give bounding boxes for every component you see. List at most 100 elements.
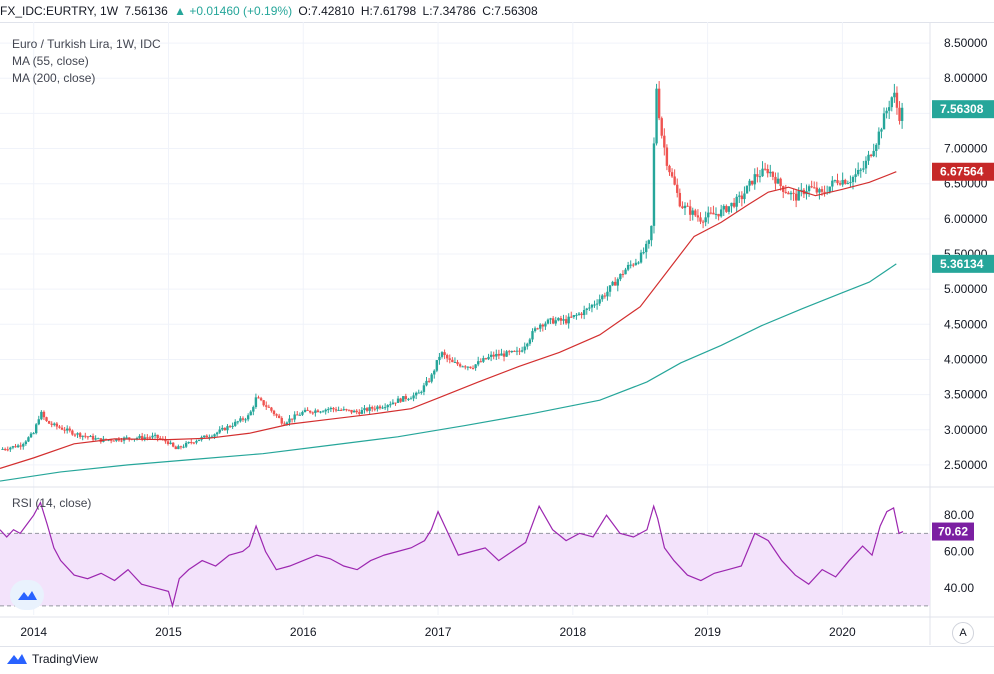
chart-area[interactable] <box>0 22 994 647</box>
candle-body <box>820 189 824 192</box>
candle-body <box>236 421 240 423</box>
candle-body <box>329 407 333 410</box>
candle-body <box>500 353 503 356</box>
candle-body <box>314 410 317 413</box>
auto-scale-button[interactable]: A <box>952 622 974 644</box>
candle-body <box>32 433 35 435</box>
candle-body <box>743 193 746 200</box>
candle-body <box>140 435 144 440</box>
candle-body <box>709 212 713 214</box>
candle-body <box>231 425 234 427</box>
legend-ma200[interactable]: MA (200, close) <box>12 71 96 85</box>
candle-body <box>272 410 276 415</box>
candle-body <box>456 361 459 365</box>
candle-body <box>244 419 247 421</box>
candle-body <box>841 179 844 185</box>
candle-body <box>84 435 87 437</box>
candle-body <box>774 176 777 184</box>
candle-body <box>779 178 782 187</box>
candle-body <box>342 409 345 411</box>
brand-label: TradingView <box>32 652 99 666</box>
last-price: 7.56136 <box>124 4 168 18</box>
legend-title[interactable]: Euro / Turkish Lira, 1W, IDC <box>12 37 161 51</box>
x-tick-label: 2014 <box>20 625 47 639</box>
candle-body <box>681 206 684 209</box>
high-value: H:7.61798 <box>360 4 417 18</box>
candle-body <box>332 407 335 410</box>
candle-body <box>619 273 622 280</box>
candle-body <box>213 434 216 437</box>
candle-body <box>378 406 382 409</box>
candle-body <box>40 411 43 420</box>
candle-body <box>169 442 172 444</box>
y-tick-label: 8.00000 <box>944 71 988 85</box>
candle-body <box>539 324 542 329</box>
candle-body <box>688 206 692 215</box>
x-tick-label: 2019 <box>694 625 721 639</box>
legend-ma55[interactable]: MA (55, close) <box>12 54 89 68</box>
candle-body <box>347 409 351 411</box>
candle-body <box>489 354 493 357</box>
candle-body <box>409 398 413 400</box>
candle-body <box>831 180 834 187</box>
candle-body <box>549 318 552 320</box>
candle-body <box>484 358 488 360</box>
candle-body <box>451 359 454 363</box>
y-tick-label: 2.50000 <box>944 458 988 472</box>
candle-body <box>753 174 756 185</box>
symbol-label[interactable]: FX_IDC:EURTRY, 1W <box>0 4 119 18</box>
candle-body <box>471 368 475 370</box>
candle-body <box>223 427 227 431</box>
candle-body <box>608 285 612 292</box>
candle-body <box>856 170 860 175</box>
tradingview-badge-icon[interactable] <box>10 580 44 610</box>
candle-body <box>722 205 725 210</box>
candle-body <box>686 205 689 207</box>
candle-body <box>833 180 837 182</box>
candle-body <box>34 424 38 434</box>
candle-body <box>719 209 723 217</box>
candle-body <box>73 434 77 436</box>
candle-body <box>634 262 638 265</box>
price-badge-label: 7.56308 <box>940 102 984 116</box>
tradingview-logo-icon <box>7 654 27 664</box>
candle-body <box>9 447 12 450</box>
candle-body <box>296 414 299 416</box>
candle-body <box>221 427 224 430</box>
candle-body <box>701 221 705 223</box>
candle-body <box>164 439 167 442</box>
candle-body <box>425 380 428 386</box>
candle-body <box>414 392 418 396</box>
candle-body <box>461 366 464 368</box>
candle-body <box>756 174 759 177</box>
candle-body <box>673 176 676 185</box>
candle-body <box>27 437 30 442</box>
candle-body <box>203 435 206 438</box>
candle-body <box>526 343 529 347</box>
candle-body <box>373 408 377 410</box>
candle-body <box>66 428 69 431</box>
candle-body <box>588 307 591 309</box>
x-tick-label: 2016 <box>290 625 317 639</box>
candle-body <box>872 150 875 157</box>
candle-body <box>355 410 358 413</box>
candle-body <box>513 350 516 352</box>
candle-body <box>270 407 273 411</box>
rsi-legend[interactable]: RSI (14, close) <box>12 496 92 510</box>
candle-body <box>174 446 177 450</box>
candle-body <box>290 418 294 420</box>
candle-body <box>670 172 674 177</box>
candle-body <box>50 423 53 425</box>
candle-body <box>717 213 720 217</box>
candle-body <box>190 442 193 444</box>
candle-body <box>730 202 733 207</box>
candle-body <box>792 192 795 194</box>
candle-body <box>352 410 356 413</box>
candle-body <box>1 448 4 450</box>
candle-body <box>417 392 420 394</box>
candle-body <box>691 210 694 215</box>
candle-body <box>629 264 632 266</box>
candle-body <box>453 361 457 363</box>
candle-body <box>714 213 718 215</box>
